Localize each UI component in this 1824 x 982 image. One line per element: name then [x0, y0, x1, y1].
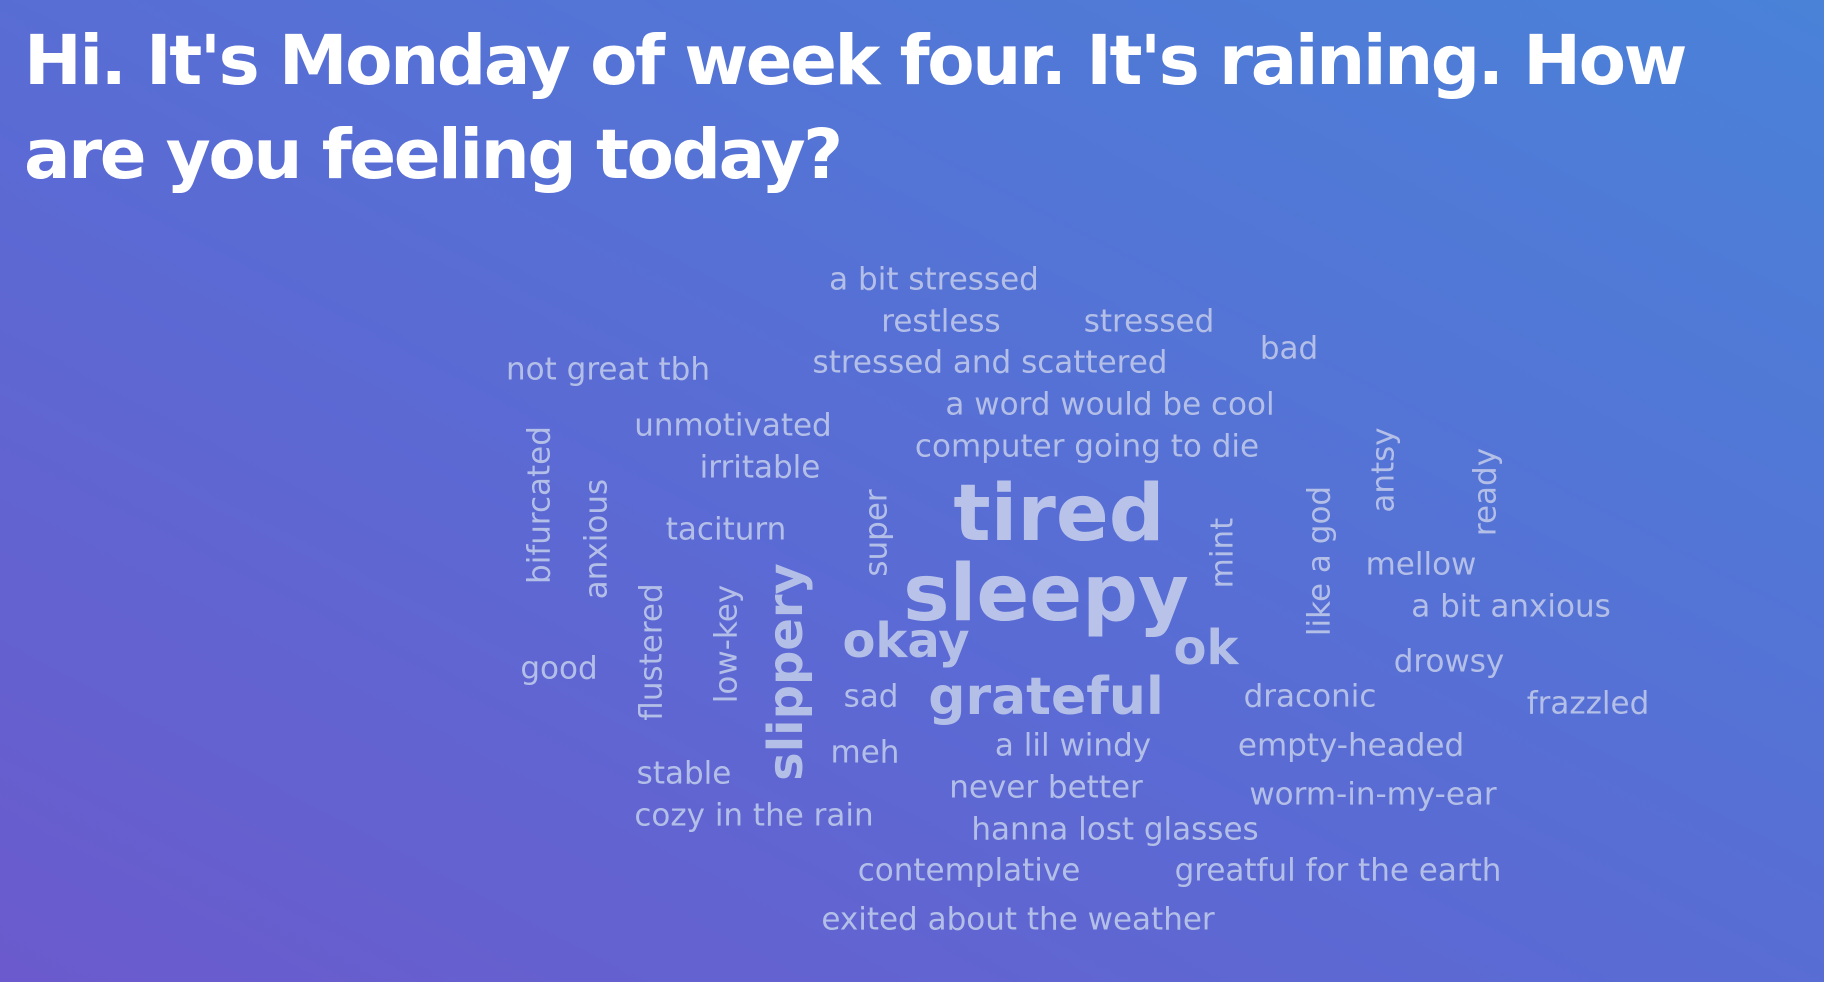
word-greatful-for-the-earth: greatful for the earth	[1174, 852, 1502, 889]
word-super: super	[858, 489, 895, 577]
word-stressed: stressed	[1083, 303, 1215, 340]
word-bifurcated: bifurcated	[521, 426, 558, 584]
word-stressed-and-scattered: stressed and scattered	[812, 344, 1168, 381]
word-bad: bad	[1259, 330, 1319, 367]
word-meh: meh	[830, 734, 900, 771]
word-unmotivated: unmotivated	[634, 407, 832, 444]
word-a-lil-windy: a lil windy	[994, 727, 1152, 764]
word-exited-about-the-weather: exited about the weather	[821, 901, 1215, 938]
word-a-word-would-be-cool: a word would be cool	[945, 386, 1275, 423]
word-empty-headed: empty-headed	[1237, 727, 1465, 764]
word-mellow: mellow	[1365, 546, 1477, 583]
prompt-heading: Hi. It's Monday of week four. It's raini…	[24, 21, 1687, 195]
word-drowsy: drowsy	[1393, 643, 1505, 680]
word-like-a-god: like a god	[1301, 485, 1338, 637]
word-draconic: draconic	[1243, 678, 1377, 715]
word-slippery: slippery	[758, 563, 814, 781]
word-low-key: low-key	[708, 584, 745, 704]
word-cozy-in-the-rain: cozy in the rain	[634, 797, 874, 834]
word-good: good	[520, 650, 598, 687]
word-sad: sad	[843, 678, 899, 715]
word-frazzled: frazzled	[1526, 685, 1650, 722]
word-tired: tired	[953, 469, 1165, 559]
word-stable: stable	[636, 755, 732, 792]
word-hanna-lost-glasses: hanna lost glasses	[971, 811, 1259, 848]
word-antsy: antsy	[1365, 427, 1402, 513]
word-a-bit-stressed: a bit stressed	[829, 261, 1039, 298]
word-okay: okay	[842, 613, 970, 669]
word-anxious: anxious	[578, 478, 615, 600]
word-contemplative: contemplative	[857, 852, 1081, 889]
word-taciturn: taciturn	[665, 511, 787, 548]
word-ready: ready	[1467, 447, 1504, 537]
word-not-great-tbh: not great tbh	[506, 351, 710, 388]
word-irritable: irritable	[699, 449, 821, 486]
word-never-better: never better	[949, 769, 1143, 806]
word-restless: restless	[881, 303, 1001, 340]
word-a-bit-anxious: a bit anxious	[1411, 588, 1611, 625]
word-ok: ok	[1173, 620, 1239, 676]
word-sleepy: sleepy	[903, 549, 1189, 639]
word-worm-in-my-ear: worm-in-my-ear	[1249, 776, 1497, 813]
word-flustered: flustered	[633, 583, 670, 721]
word-mint: mint	[1204, 517, 1241, 589]
word-grateful: grateful	[928, 667, 1164, 727]
word-computer-going-to-die: computer going to die	[914, 428, 1260, 465]
